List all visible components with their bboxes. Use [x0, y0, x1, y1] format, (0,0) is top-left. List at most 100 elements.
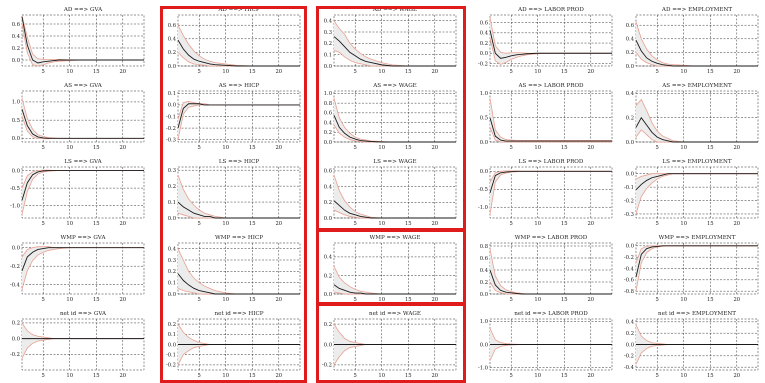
plot-frame	[21, 14, 145, 67]
y-tick-label: -0.4	[624, 266, 635, 272]
panel-title: LS ==> GVA	[64, 159, 102, 165]
x-tick-label: 20	[275, 221, 282, 227]
y-tick-label: -0.4	[10, 283, 21, 289]
panel-title: net id ==> LABOR PROD	[514, 311, 588, 317]
band-lower-line	[21, 247, 144, 290]
y-tick-label: 0.0	[168, 342, 176, 348]
y-tick-label: 0.2	[168, 184, 176, 190]
x-tick-label: 15	[93, 373, 100, 379]
panel-title: AD ==> GVA	[63, 7, 103, 13]
irf-panel-5: AS ==> GVA 0.0 0.5 1.0 5 10 15 20	[12, 83, 145, 151]
x-tick-label: 15	[405, 297, 412, 303]
x-tick-label: 10	[378, 297, 385, 303]
confidence-band	[178, 101, 300, 140]
y-tick-label: 0.6	[324, 169, 332, 175]
x-tick-label: 10	[222, 221, 229, 227]
irf-median-line	[177, 103, 300, 129]
x-tick-label: 20	[733, 297, 740, 303]
panel-title: LS ==> HICP	[219, 159, 260, 165]
confidence-band	[636, 245, 758, 292]
y-tick-label: -0.2	[624, 255, 634, 261]
y-tick-label: 0.2	[324, 130, 332, 136]
x-tick-label: 15	[249, 69, 256, 75]
y-tick-label: 0.0	[626, 244, 634, 250]
y-tick-label: 0.0	[480, 292, 488, 298]
y-tick-label: 0.2	[324, 200, 332, 206]
panel-title: LS ==> LABOR PROD	[519, 159, 584, 165]
confidence-band	[490, 249, 612, 294]
y-tick-label: -1.0	[10, 203, 20, 209]
y-tick-label: 0.0	[324, 140, 332, 146]
panel-title: WMP ==> LABOR PROD	[515, 235, 588, 241]
y-tick-label: -0.2	[478, 61, 488, 67]
x-tick-label: 20	[733, 373, 740, 379]
x-tick-label: 10	[534, 297, 541, 303]
x-tick-label: 5	[198, 221, 201, 227]
irf-panel-10: LS ==> GVA -1.0 -0.5 0.0 5 10 15 20	[10, 159, 145, 227]
panel-title: LS ==> WAGE	[373, 159, 416, 165]
y-tick-label: -0.2	[166, 126, 176, 132]
x-tick-label: 10	[66, 145, 73, 151]
y-tick-label: 1.0	[480, 91, 488, 97]
y-tick-label: 0.0	[324, 342, 332, 348]
band-lower-line	[177, 104, 300, 140]
x-tick-label: 10	[66, 373, 73, 379]
y-tick-label: 0.0	[12, 336, 20, 342]
y-tick-label: 0.4	[168, 246, 177, 252]
band-upper-line	[635, 324, 758, 345]
x-tick-label: 10	[680, 297, 687, 303]
x-tick-label: 5	[510, 221, 513, 227]
x-tick-label: 15	[561, 221, 568, 227]
x-tick-label: 15	[707, 373, 714, 379]
irf-panel-19: WMP ==> EMPLOYMENT -0.8 -0.6 -0.4 -0.2 0.0 5 10…	[624, 235, 759, 303]
irf-panel-11: LS ==> HICP 0.0 0.1 0.2 0.3 5 10 15 20	[168, 159, 301, 227]
x-tick-label: 20	[275, 297, 282, 303]
plot-frame	[489, 14, 613, 67]
x-tick-label: 5	[198, 373, 201, 379]
x-tick-label: 5	[42, 373, 45, 379]
band-upper-line	[489, 328, 612, 345]
confidence-band	[490, 98, 612, 142]
x-tick-label: 15	[405, 373, 412, 379]
x-tick-label: 20	[119, 373, 126, 379]
x-tick-label: 10	[222, 69, 229, 75]
y-tick-label: 0.5	[480, 116, 488, 122]
y-tick-label: 0.0	[168, 216, 176, 222]
irf-panel-7: AS ==> WAGE 0.0 0.2 0.4 0.6 0.8 1.0 5 10 15 20	[324, 83, 457, 151]
y-tick-label: 0.4	[324, 184, 333, 190]
panel-title: AD ==> EMPLOYMENT	[661, 7, 732, 13]
y-tick-label: 1.0	[480, 319, 488, 325]
y-tick-label: 0.2	[324, 322, 332, 328]
y-tick-label: -0.5	[478, 187, 488, 193]
x-tick-label: 5	[510, 69, 513, 75]
y-tick-label: 0.4	[626, 37, 635, 43]
y-tick-label: 0.0	[12, 136, 20, 142]
panel-title: WMP ==> WAGE	[370, 235, 421, 241]
x-tick-label: 5	[198, 69, 201, 75]
y-tick-label: 0.4	[324, 120, 333, 126]
irf-median-line	[333, 284, 456, 295]
x-tick-label: 10	[680, 221, 687, 227]
x-tick-label: 10	[66, 221, 73, 227]
band-lower-line	[635, 344, 758, 365]
x-tick-label: 15	[93, 145, 100, 151]
panel-title: WMP ==> HICP	[215, 235, 263, 241]
confidence-band	[636, 173, 758, 214]
y-tick-label: 0.4	[324, 255, 333, 261]
y-tick-label: 0.6	[324, 111, 332, 117]
band-lower-line	[21, 170, 144, 215]
band-lower-line	[489, 127, 612, 143]
x-tick-label: 5	[656, 69, 659, 75]
irf-panel-22: net id ==> WAGE -0.2 0.0 0.2 5 10 15 20	[322, 311, 457, 379]
y-tick-label: 0.1	[168, 200, 176, 206]
band-upper-line	[21, 15, 144, 61]
x-tick-label: 15	[707, 221, 714, 227]
y-tick-label: -0.2	[322, 363, 332, 369]
y-tick-label: 0.0	[480, 342, 488, 348]
confidence-band	[490, 170, 612, 215]
y-tick-label: 0.6	[626, 23, 634, 29]
y-tick-label: -0.2	[624, 198, 634, 204]
y-tick-label: 0.0	[324, 292, 332, 298]
irf-panel-1: AD ==> HICP 0.0 0.2 0.4 0.6 5 10 15 20	[168, 7, 301, 75]
plot-frame	[489, 90, 613, 143]
